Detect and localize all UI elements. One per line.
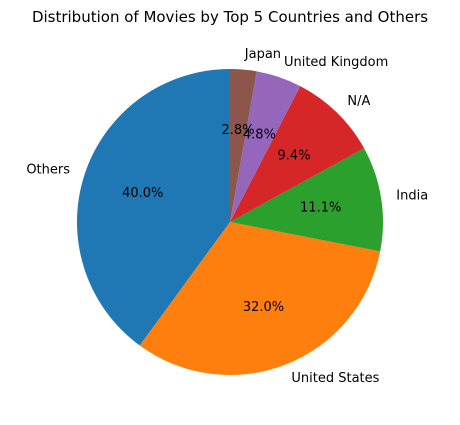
pie-labels: Others 40.0% United States 32.0% India 11.1% N… — [26, 47, 428, 386]
pie-slice-india — [230, 148, 384, 252]
pie-slice-japan — [230, 69, 257, 222]
slice-pct-united-kingdom: 4.8% — [243, 128, 276, 143]
slice-label-others: Others — [26, 162, 70, 177]
slice-pct-united-states: 32.0% — [243, 300, 284, 315]
pie-slices — [77, 69, 384, 375]
slice-label-japan: Japan — [244, 47, 281, 62]
slice-pct-japan: 2.8% — [222, 123, 255, 138]
slice-label-united-kingdom: United Kingdom — [284, 55, 388, 70]
slice-label-india: India — [396, 188, 428, 203]
chart-title: Distribution of Movies by Top 5 Countrie… — [32, 8, 428, 26]
slice-label-n-a: N/A — [347, 94, 370, 109]
slice-pct-n-a: 9.4% — [278, 149, 311, 164]
pie-slice-united-states — [139, 222, 381, 375]
pie-slice-others — [77, 69, 230, 346]
slice-label-united-states: United States — [291, 371, 379, 386]
slice-pct-india: 11.1% — [300, 200, 341, 215]
slice-pct-others: 40.0% — [122, 186, 163, 201]
pie-slice-n-a — [230, 86, 364, 222]
pie-slice-united-kingdom — [230, 71, 301, 222]
